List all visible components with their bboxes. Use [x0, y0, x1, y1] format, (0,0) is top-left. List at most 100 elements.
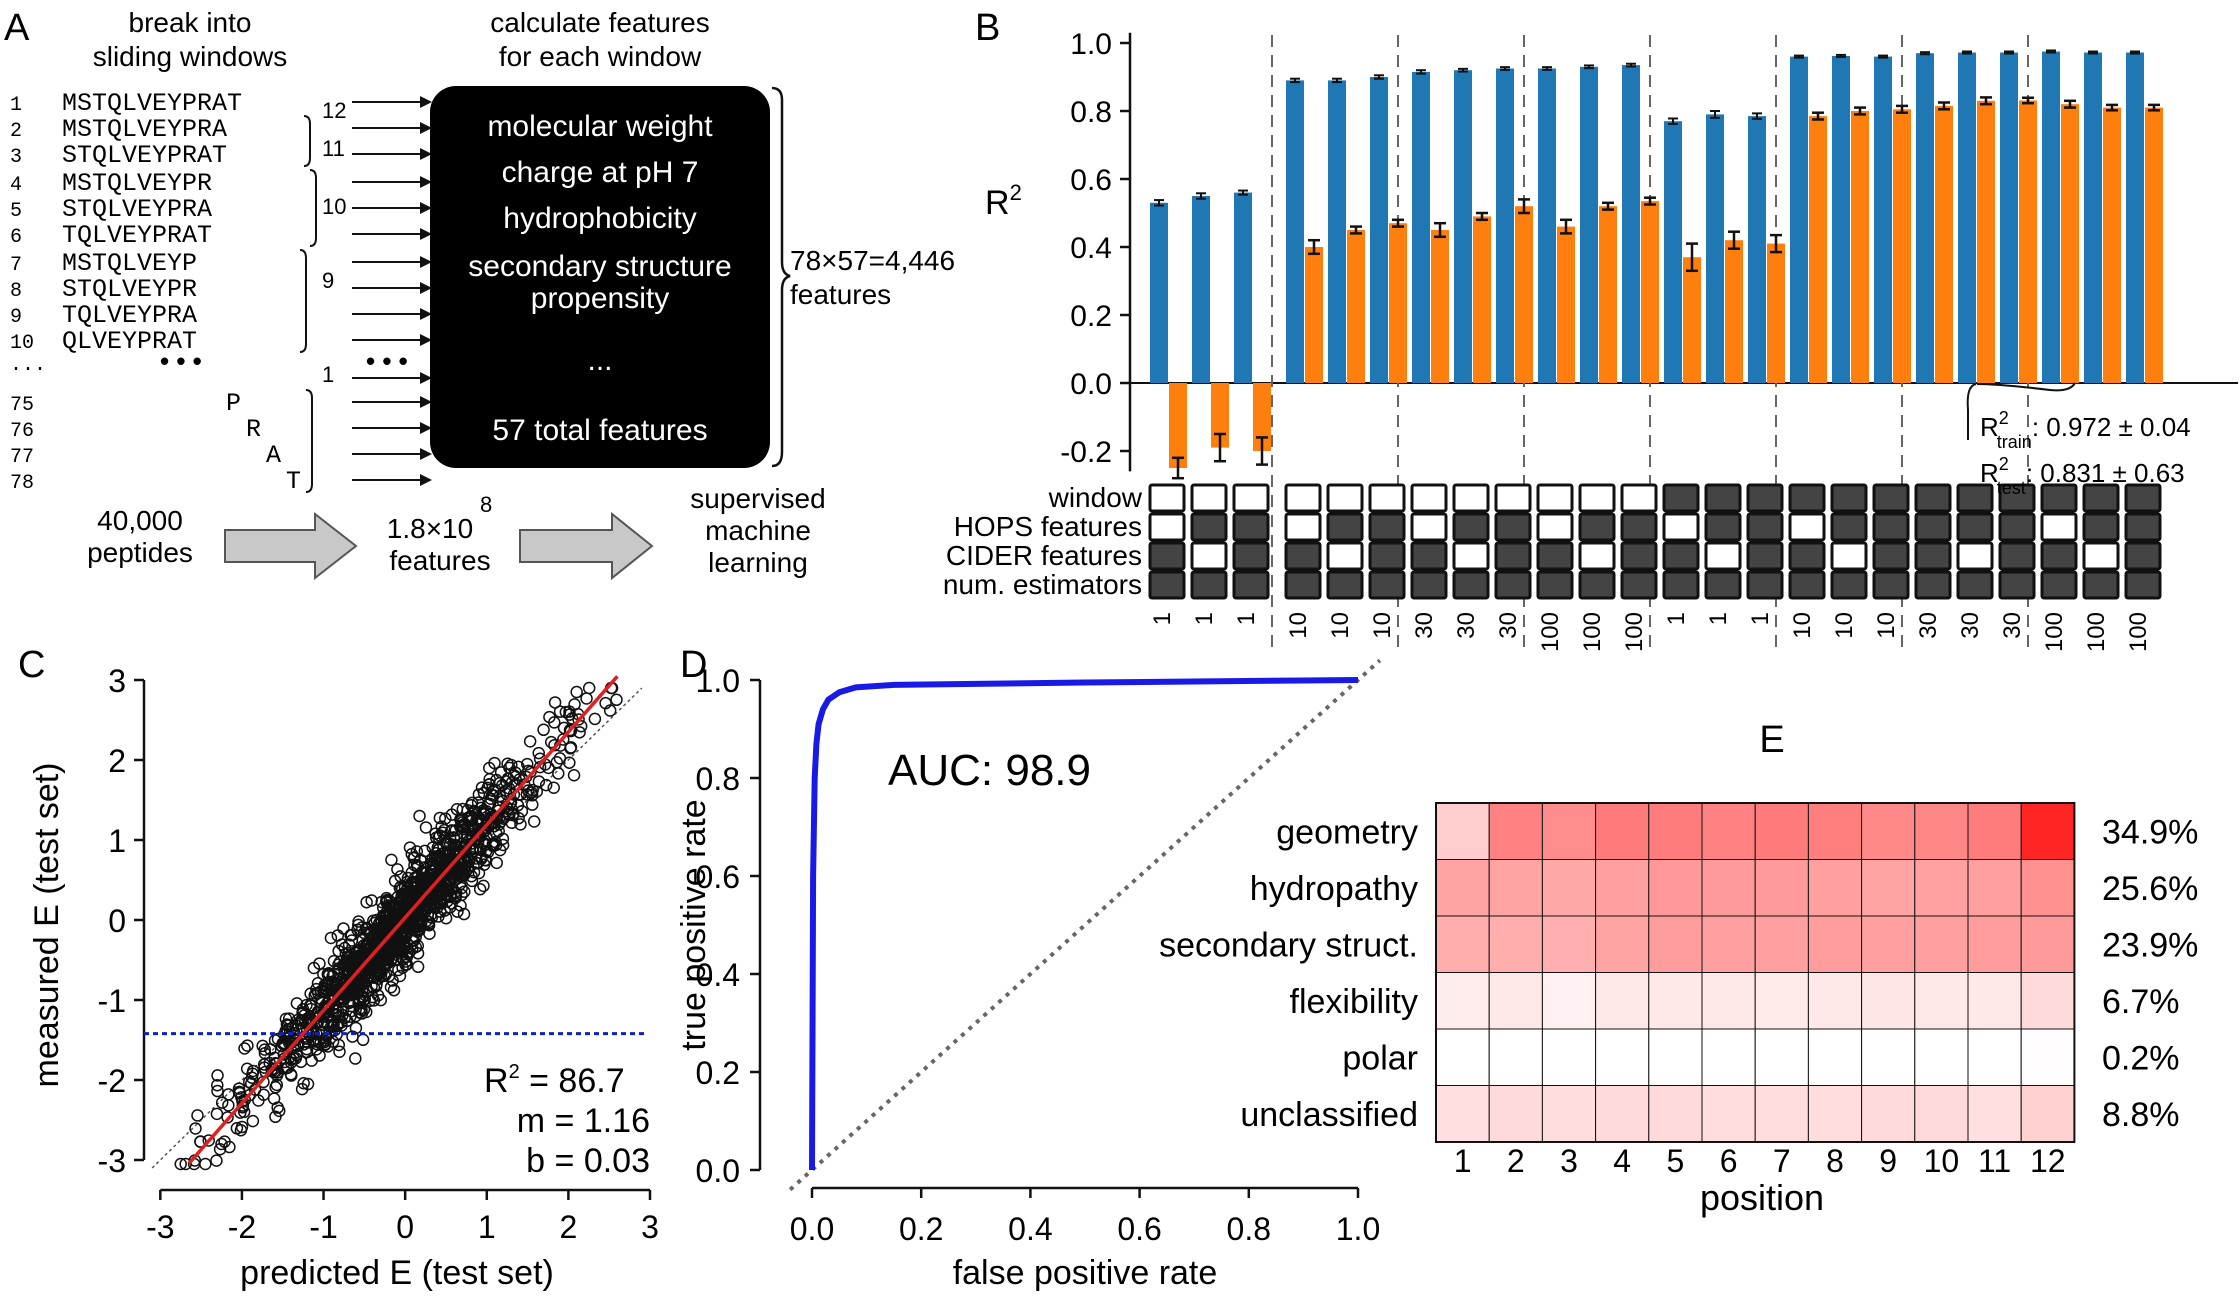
heatmap-cell: [2020, 1085, 2075, 1143]
scatter-point: [603, 704, 617, 717]
e-column-label: 8: [1826, 1143, 1844, 1179]
test-bar: [1977, 100, 1995, 384]
heatmap-cell: [1914, 1085, 1969, 1143]
c-y-tick-label: -2: [98, 1063, 126, 1099]
feature-count: 78×57=4,446: [790, 245, 955, 276]
d-x-tick-label: 0.4: [1008, 1211, 1052, 1247]
scatter-point: [268, 1034, 282, 1047]
estimator-count-label: 100: [1537, 612, 1564, 652]
config-box: [1998, 483, 2036, 513]
scatter-point: [461, 803, 474, 817]
b-y-tick-label: -0.2: [1060, 436, 1112, 469]
c-x-axis-label: predicted E (test set): [240, 1254, 554, 1292]
scatter-point: [432, 910, 445, 923]
c-x-tick-label: 0: [396, 1209, 414, 1245]
scatter-point: [407, 887, 421, 901]
flow-feature-exponent: 8: [480, 492, 492, 517]
scatter-point: [532, 746, 545, 760]
scatter-point: [422, 918, 435, 931]
config-box: [1452, 483, 1490, 513]
scatter-point: [311, 976, 325, 990]
col2-header-line1: calculate features: [490, 7, 709, 38]
chance-line: [788, 658, 1382, 1192]
c-y-axis-label: measured E (test set): [28, 762, 66, 1087]
config-box: [2124, 541, 2162, 571]
scatter-point: [399, 887, 413, 901]
scatter-point: [564, 724, 578, 738]
window-arrow-head: [420, 422, 432, 434]
train-bar: [1328, 80, 1346, 384]
scatter-point: [202, 1134, 215, 1147]
scatter-point: [393, 969, 407, 983]
scatter-point: [291, 1013, 305, 1027]
estimator-count-label: 30: [1411, 612, 1438, 639]
config-box: [1284, 483, 1322, 513]
test-bar: [1935, 105, 1953, 384]
window-arrow-head: [420, 202, 432, 214]
scatter-point: [331, 929, 345, 942]
scatter-point: [563, 708, 576, 721]
d-y-axis-label: true positive rate: [675, 799, 713, 1050]
config-box: [1746, 512, 1784, 542]
config-box: [1578, 570, 1616, 600]
flow-learning: learning: [708, 547, 808, 578]
d-x-axis-label: false positive rate: [953, 1254, 1218, 1292]
config-box: [2082, 483, 2120, 513]
estimator-count-label: 10: [1369, 612, 1396, 639]
heatmap-cell: [1488, 859, 1543, 917]
e-column-label: 7: [1773, 1143, 1791, 1179]
scatter-point: [520, 757, 534, 771]
e-row-label: hydropathy: [1250, 870, 1418, 908]
scatter-point: [413, 809, 426, 823]
scatter-point: [387, 909, 401, 923]
d-x-tick-label: 0.2: [899, 1211, 943, 1247]
scatter-point: [238, 1042, 251, 1055]
b-y-tick-label: 0.8: [1070, 96, 1112, 129]
scatter-point: [472, 788, 486, 801]
scatter-point: [580, 692, 593, 705]
scatter-point: [416, 909, 429, 923]
heatmap-cell: [1754, 802, 1809, 860]
scatter-point: [230, 1122, 244, 1135]
heatmap-cell: [1967, 915, 2022, 973]
scatter-point: [381, 956, 395, 970]
scatter-point: [420, 865, 433, 878]
scatter-point: [539, 778, 553, 792]
heatmap-cell: [1861, 1085, 1916, 1143]
train-bar: [2000, 52, 2018, 384]
scatter-point: [391, 863, 404, 876]
fit-line: [187, 675, 619, 1165]
feature-molecular-weight: molecular weight: [487, 110, 713, 143]
config-box: [1368, 483, 1406, 513]
scatter-point: [361, 939, 374, 953]
config-box: [1872, 570, 1910, 600]
window-size-bracket: [299, 249, 307, 353]
config-box: [1830, 570, 1868, 600]
config-box: [1410, 570, 1448, 600]
window-sequence: R: [246, 415, 261, 444]
scatter-point: [375, 953, 389, 967]
heatmap-cell: [1541, 1085, 1597, 1143]
window-size-label: 11: [322, 136, 345, 161]
config-box: [1914, 570, 1952, 600]
config-box: [1190, 541, 1228, 571]
roc-curve: [809, 677, 1359, 1171]
c-x-tick-label: -3: [146, 1209, 174, 1245]
heatmap-cell: [1807, 972, 1863, 1030]
estimator-count-label: 30: [1957, 612, 1984, 639]
config-box: [1956, 541, 1994, 571]
scatter-point: [486, 810, 499, 824]
config-box: [1914, 512, 1952, 542]
estimator-count-label: 10: [1873, 612, 1900, 639]
window-arrow-head: [420, 228, 432, 240]
c-x-tick-label: -1: [309, 1209, 337, 1245]
scatter-point: [490, 773, 503, 787]
window-number: 75: [10, 394, 34, 417]
heatmap-cell: [1595, 802, 1650, 860]
config-box: [1704, 570, 1742, 600]
train-bar: [1706, 114, 1724, 384]
estimator-count-label: 1: [1233, 612, 1260, 625]
test-bar: [1557, 226, 1575, 383]
feature-hydrophobicity: hydrophobicity: [503, 202, 696, 235]
